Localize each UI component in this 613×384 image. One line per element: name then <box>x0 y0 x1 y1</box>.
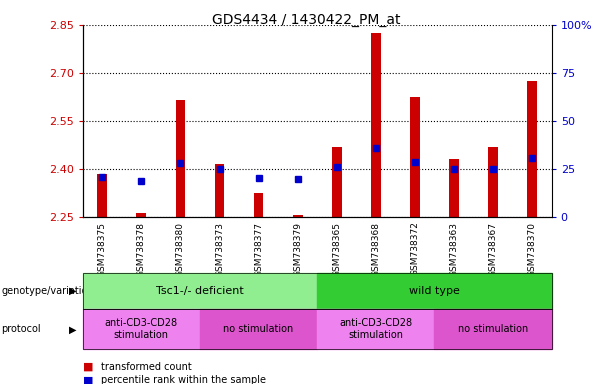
Text: wild type: wild type <box>409 286 460 296</box>
Bar <box>293 215 303 217</box>
Text: percentile rank within the sample: percentile rank within the sample <box>101 375 266 384</box>
Text: ■: ■ <box>83 362 93 372</box>
Text: anti-CD3-CD28
stimulation: anti-CD3-CD28 stimulation <box>339 318 413 340</box>
Text: anti-CD3-CD28
stimulation: anti-CD3-CD28 stimulation <box>105 318 178 340</box>
Text: GSM738373: GSM738373 <box>215 222 224 276</box>
Bar <box>449 159 459 217</box>
Text: GSM738370: GSM738370 <box>528 222 536 276</box>
Text: transformed count: transformed count <box>101 362 192 372</box>
Text: GSM738367: GSM738367 <box>489 222 498 276</box>
Text: GSM738380: GSM738380 <box>176 222 185 276</box>
Bar <box>527 81 537 217</box>
Bar <box>97 174 107 217</box>
Text: GSM738365: GSM738365 <box>332 222 341 276</box>
Bar <box>215 164 224 217</box>
Text: Tsc1-/- deficient: Tsc1-/- deficient <box>156 286 244 296</box>
Text: GSM738378: GSM738378 <box>137 222 146 276</box>
Text: GSM738363: GSM738363 <box>449 222 459 276</box>
Bar <box>488 147 498 217</box>
Text: no stimulation: no stimulation <box>224 324 294 334</box>
Text: GSM738372: GSM738372 <box>411 222 419 276</box>
Bar <box>332 147 341 217</box>
Text: GDS4434 / 1430422_PM_at: GDS4434 / 1430422_PM_at <box>212 13 401 27</box>
Bar <box>371 33 381 217</box>
Text: ▶: ▶ <box>69 286 77 296</box>
Text: ■: ■ <box>83 375 93 384</box>
Text: ▶: ▶ <box>69 324 77 334</box>
Text: GSM738377: GSM738377 <box>254 222 263 276</box>
Text: genotype/variation: genotype/variation <box>1 286 94 296</box>
Bar <box>254 193 264 217</box>
Text: GSM738379: GSM738379 <box>293 222 302 276</box>
Text: no stimulation: no stimulation <box>458 324 528 334</box>
Text: GSM738368: GSM738368 <box>371 222 380 276</box>
Text: protocol: protocol <box>1 324 41 334</box>
Bar <box>137 213 147 217</box>
Bar <box>175 100 185 217</box>
Text: GSM738375: GSM738375 <box>98 222 107 276</box>
Bar <box>410 97 420 217</box>
